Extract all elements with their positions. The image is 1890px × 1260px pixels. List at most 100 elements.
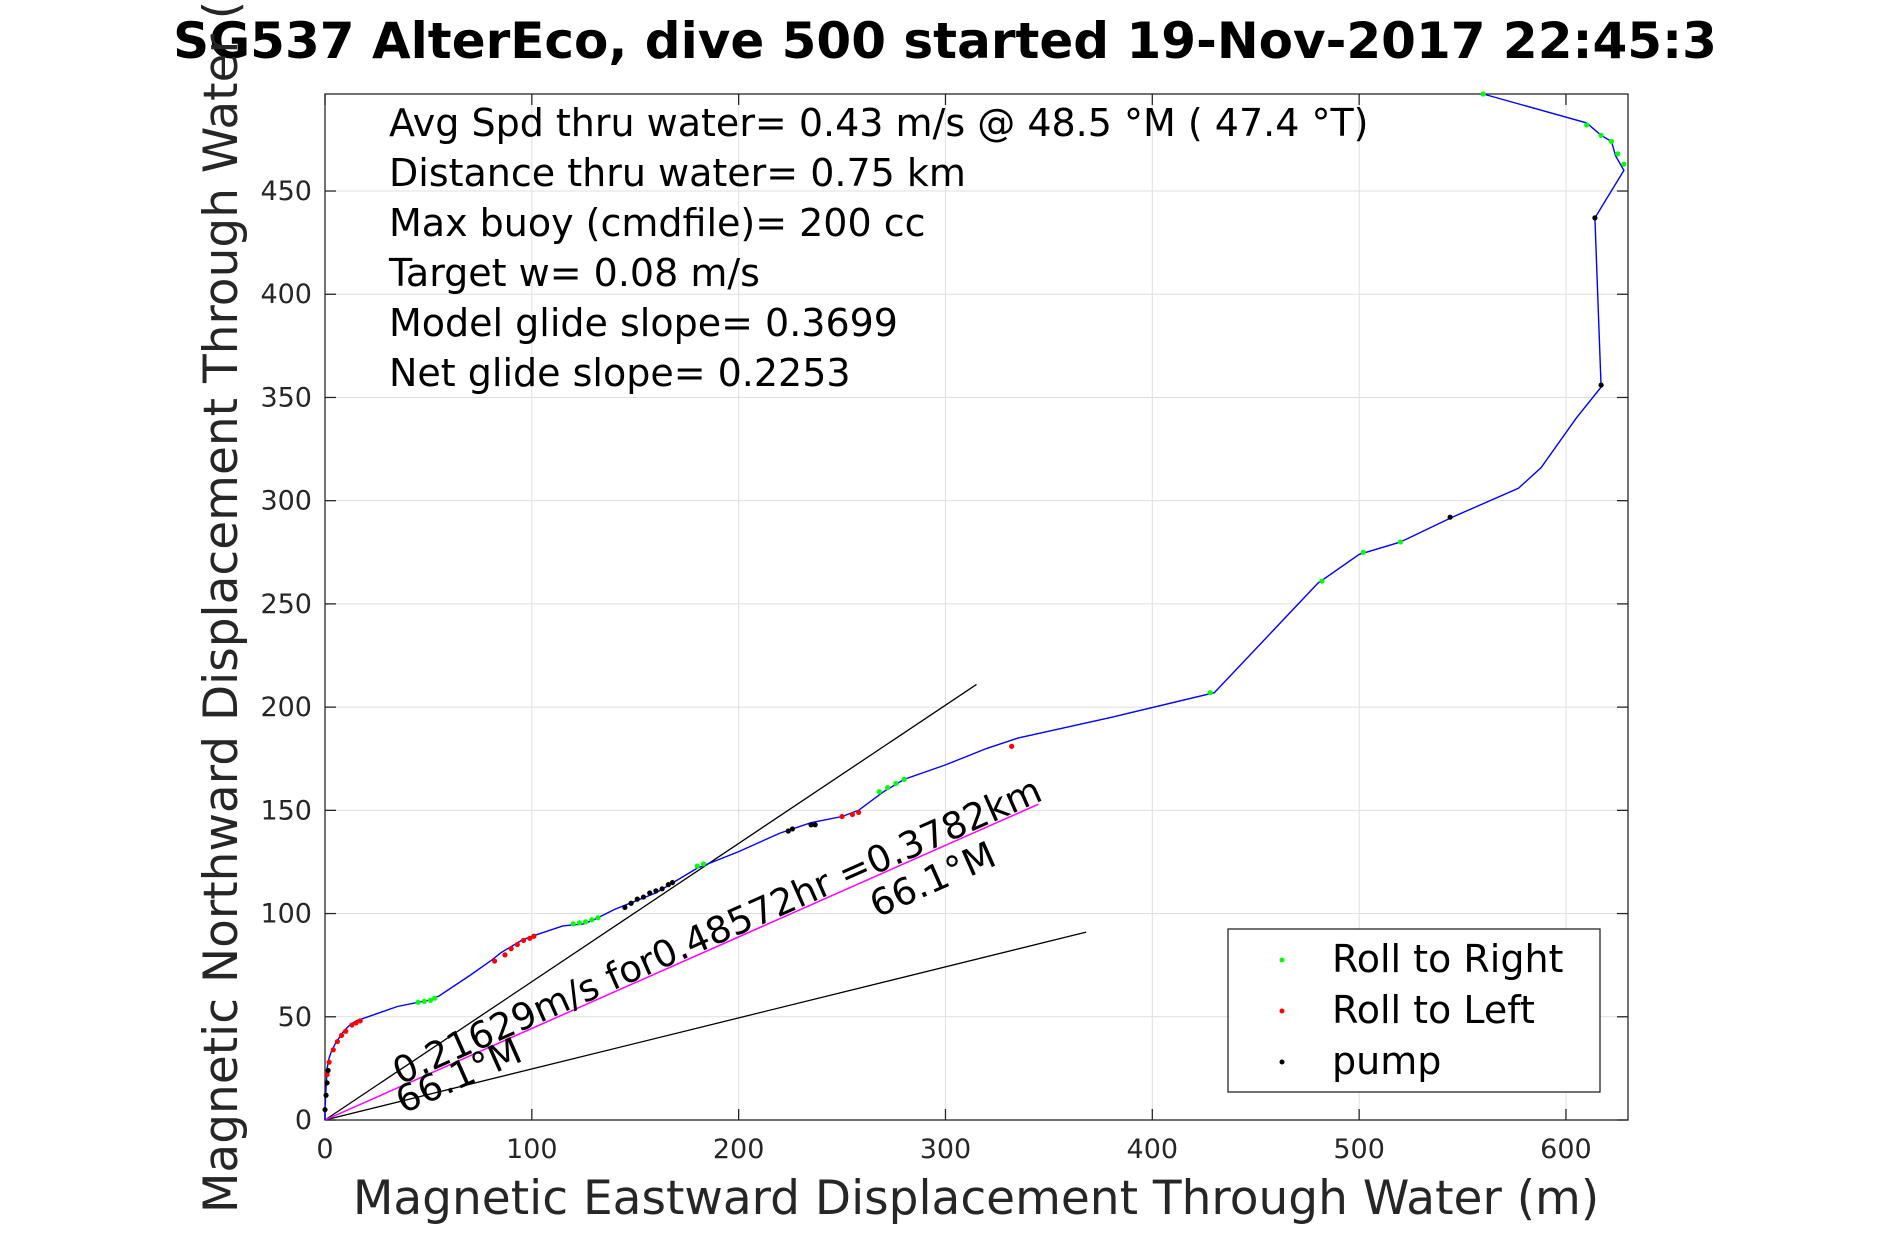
roll-left-point: [531, 933, 537, 939]
x-tick-label: 300: [920, 1134, 972, 1165]
roll-left-point: [330, 1047, 336, 1053]
roll-right-point: [427, 997, 434, 1003]
legend-label-roll-right: Roll to Right: [1332, 937, 1563, 981]
axis-ticks: 0 100 200 300 400 500 600 0 50 100 150 200 250 300 350…: [260, 94, 1628, 1165]
info-max-buoy: Max buoy (cmdfile)= 200 cc: [389, 201, 926, 245]
roll-left-point: [357, 1018, 363, 1024]
pump-point: [653, 888, 659, 894]
pump-point: [322, 1107, 328, 1113]
roll-right-point: [583, 919, 589, 925]
x-tick-label: 0: [316, 1134, 333, 1165]
y-tick-label: 250: [260, 589, 312, 620]
roll-left-point: [508, 946, 514, 952]
y-tick-label: 350: [260, 382, 312, 413]
roll-right-point: [595, 915, 601, 921]
roll-left-point: [343, 1028, 349, 1034]
roll-left-point: [334, 1038, 341, 1045]
pump-point: [634, 896, 640, 902]
roll-right-point: [1360, 549, 1366, 555]
roll-right-point: [589, 917, 595, 923]
chart-title: SG537 AlterEco, dive 500 started 19-Nov-…: [173, 12, 1717, 70]
plot-area-frame: [324, 93, 1629, 1121]
legend-label-pump: pump: [1332, 1039, 1441, 1083]
roll-right-point: [1598, 132, 1604, 138]
roll-right-point: [1207, 690, 1213, 696]
pump-point: [1598, 382, 1604, 388]
roll-right-point: [901, 776, 907, 782]
pump-point: [659, 886, 665, 892]
roll-left-point: [527, 935, 533, 941]
pump-point: [812, 822, 818, 828]
roll-right-point: [576, 920, 582, 926]
info-model-glide-slope: Model glide slope= 0.3699: [389, 301, 898, 345]
pump-point: [665, 882, 671, 888]
roll-left-point: [349, 1022, 355, 1028]
y-tick-label: 50: [278, 1002, 312, 1033]
roll-right-point: [570, 921, 576, 927]
pump-point: [785, 828, 791, 834]
pump-point: [808, 822, 814, 828]
legend: Roll to Right Roll to Left pump: [1227, 928, 1601, 1093]
y-axis-label: Magnetic Northward Displacement Through …: [194, 1, 249, 1213]
pump-point: [323, 1092, 329, 1098]
roll-right-point: [694, 863, 700, 869]
grid-lines: [324, 94, 1628, 1121]
y-tick-label: 0: [295, 1105, 312, 1136]
roll-right-point: [1584, 122, 1590, 128]
x-axis-label: Magnetic Eastward Displacement Through W…: [353, 1171, 1599, 1226]
pump-point: [1447, 514, 1453, 520]
roll-left-point: [324, 1071, 330, 1078]
info-target-w: Target w= 0.08 m/s: [388, 251, 760, 295]
x-tick-label: 600: [1540, 1134, 1592, 1165]
heading-reference-line: [324, 931, 1087, 1121]
pump-point: [622, 904, 628, 910]
pump-point: [640, 894, 647, 900]
roll-right-point: [1608, 138, 1615, 145]
legend-marker-pump: [1279, 1059, 1285, 1065]
roll-right-point: [421, 998, 427, 1004]
info-net-glide-slope: Net glide slope= 0.2253: [389, 351, 851, 395]
heading-reference-line: [324, 683, 977, 1121]
roll-left-point: [514, 941, 520, 948]
track-markers: [322, 91, 1627, 1113]
average-vector-line: [324, 803, 1039, 1121]
roll-left-point: [856, 809, 862, 816]
pump-point: [324, 1080, 330, 1086]
pump-point: [669, 879, 676, 886]
info-avg-speed: Avg Spd thru water= 0.43 m/s @ 48.5 °M (…: [389, 101, 1369, 145]
y-tick-label: 100: [260, 899, 312, 930]
legend-box: [1227, 928, 1601, 1093]
roll-right-point: [1319, 578, 1325, 584]
x-tick-label: 400: [1127, 1134, 1179, 1165]
roll-left-point: [520, 937, 527, 943]
roll-left-point: [353, 1020, 359, 1026]
roll-right-point: [893, 780, 899, 787]
info-distance: Distance thru water= 0.75 km: [389, 151, 966, 195]
roll-left-point: [502, 952, 508, 958]
info-text-block: Avg Spd thru water= 0.43 m/s @ 48.5 °M (…: [388, 101, 1369, 395]
legend-marker-roll-right: [1279, 957, 1285, 963]
roll-right-point: [1397, 539, 1404, 545]
x-tick-label: 100: [506, 1134, 558, 1165]
reference-lines: [324, 683, 1087, 1121]
roll-right-point: [876, 789, 882, 795]
y-tick-label: 200: [260, 692, 312, 723]
pump-point: [325, 1067, 331, 1074]
y-tick-label: 300: [260, 486, 312, 517]
y-tick-label: 450: [260, 176, 312, 207]
roll-left-point: [491, 958, 498, 964]
pump-point: [789, 826, 796, 832]
roll-left-point: [338, 1032, 345, 1038]
pump-point: [628, 900, 634, 906]
roll-right-point: [1621, 161, 1627, 167]
pump-point: [1592, 215, 1598, 221]
legend-label-roll-left: Roll to Left: [1332, 988, 1535, 1032]
roll-right-point: [1480, 91, 1486, 97]
roll-left-point: [326, 1059, 332, 1065]
roll-right-point: [1615, 151, 1621, 157]
legend-marker-roll-left: [1279, 1008, 1285, 1014]
y-tick-label: 400: [260, 279, 312, 310]
roll-left-point: [839, 813, 845, 820]
roll-left-point: [849, 811, 856, 818]
